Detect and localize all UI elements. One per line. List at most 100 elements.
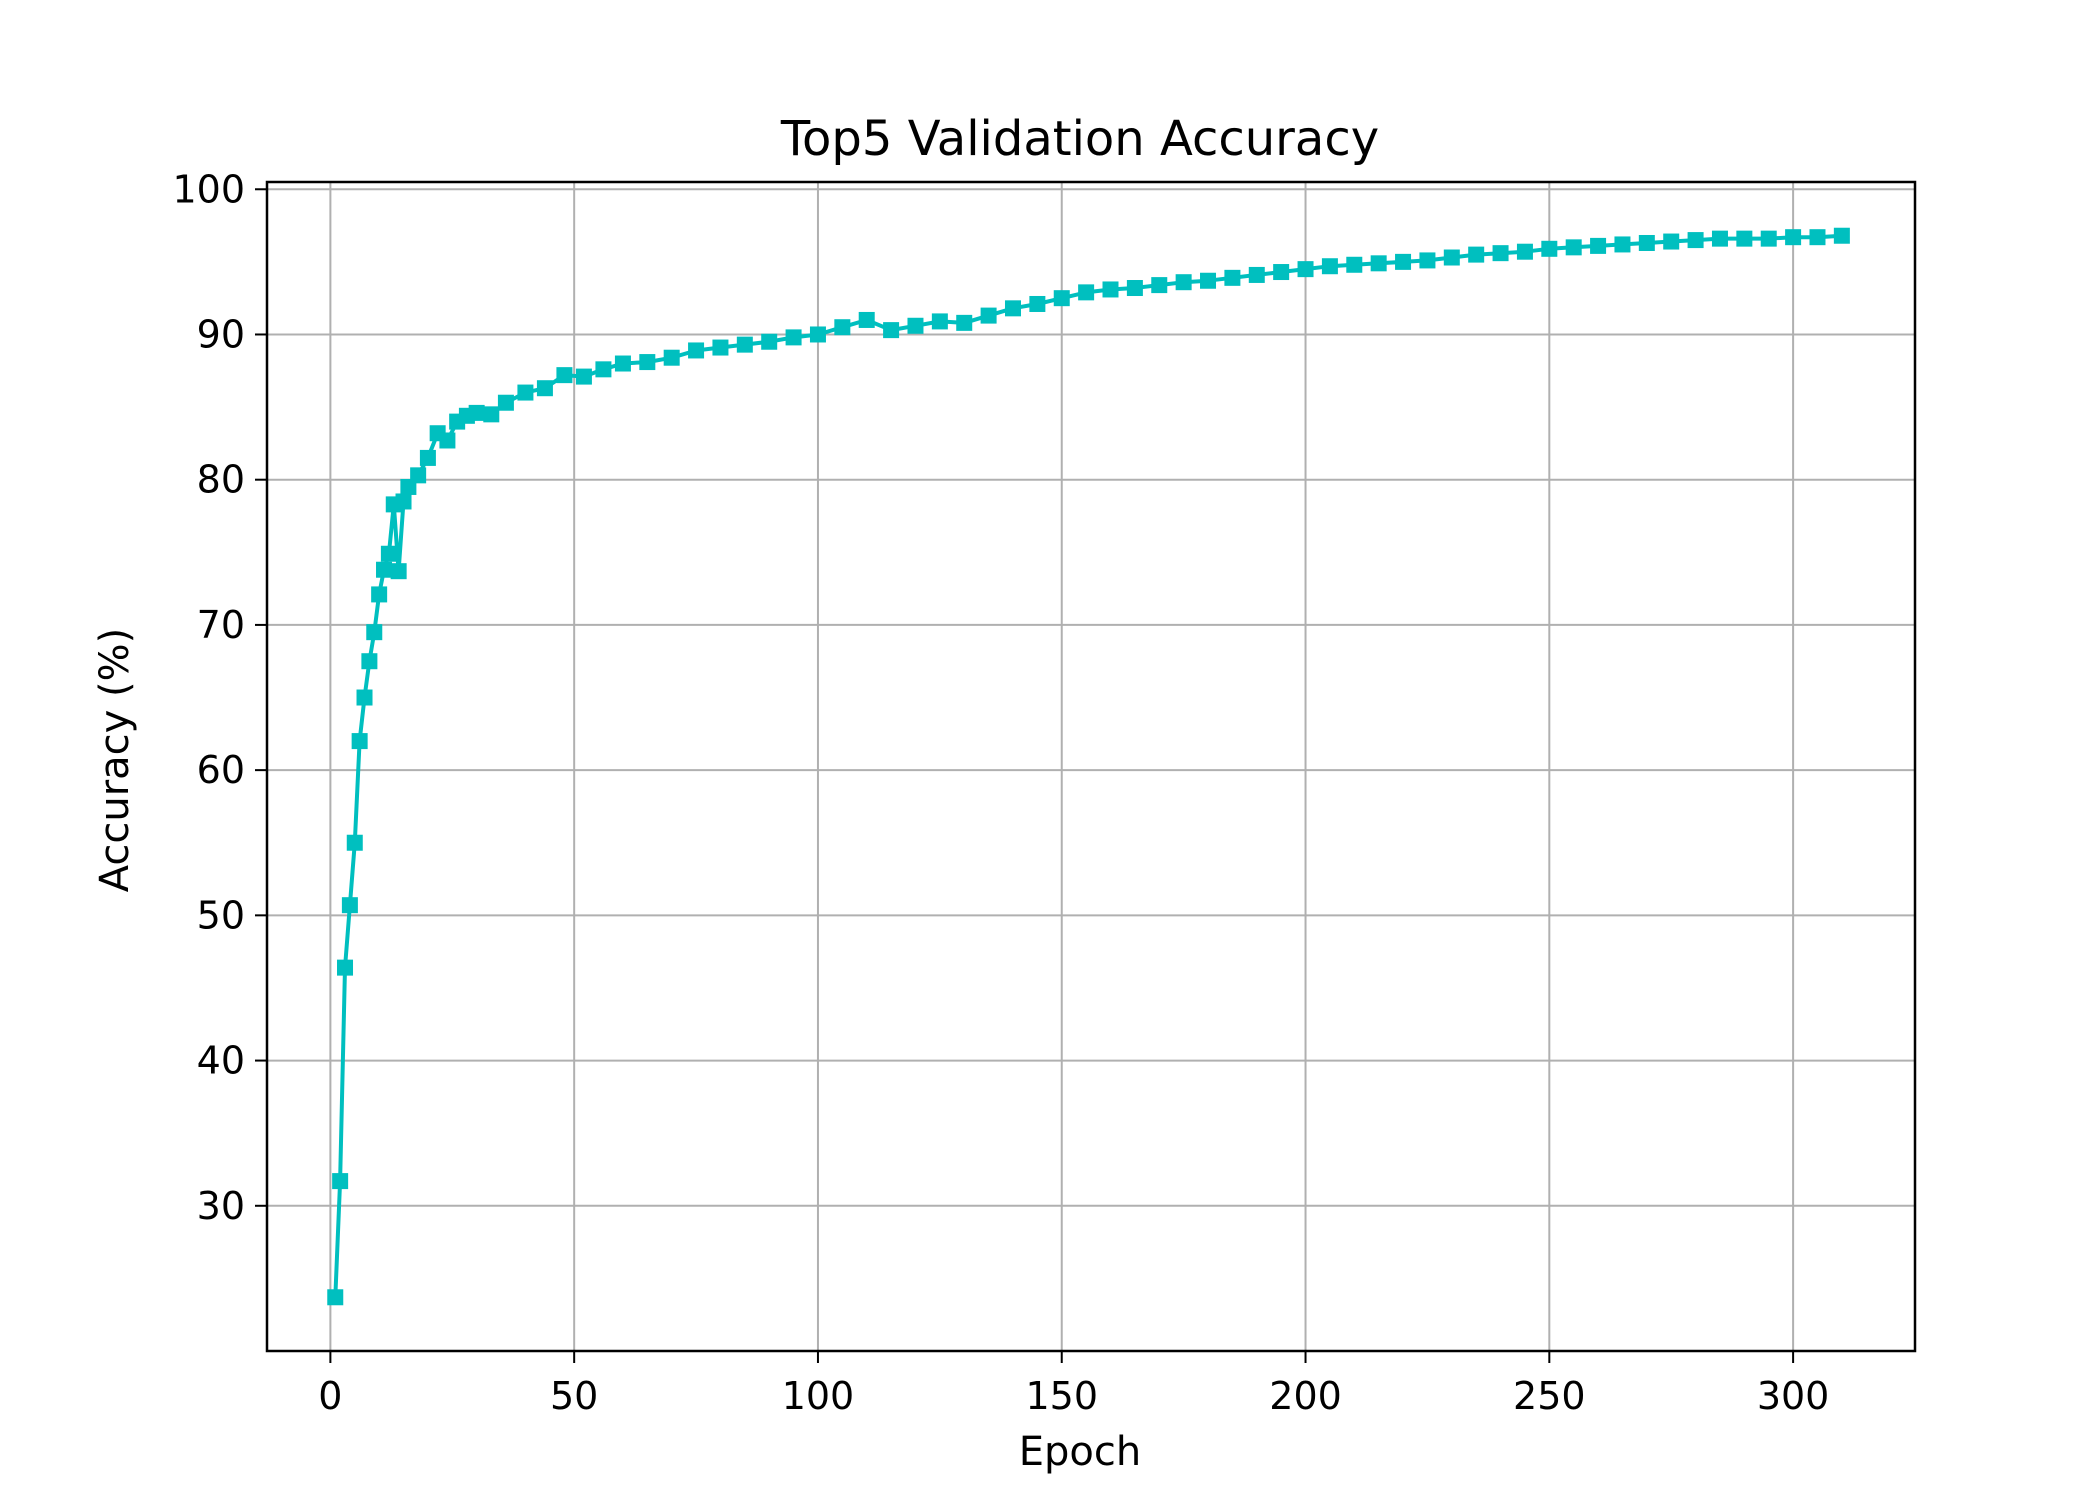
data-point	[1078, 284, 1095, 301]
data-point	[1395, 253, 1412, 270]
data-point	[1053, 290, 1070, 307]
chart-title: Top5 Validation Accuracy	[780, 111, 1379, 167]
data-point	[1760, 230, 1777, 247]
data-point	[1711, 230, 1728, 247]
data-point	[346, 834, 363, 851]
data-point	[761, 333, 778, 350]
y-tick-label: 40	[197, 1039, 245, 1083]
y-tick-label: 70	[197, 603, 245, 647]
data-point	[1370, 255, 1387, 272]
data-point	[380, 545, 397, 562]
data-point	[688, 342, 705, 359]
data-point	[536, 380, 553, 397]
data-point	[1248, 266, 1265, 283]
data-point	[1833, 227, 1850, 244]
data-point	[1443, 249, 1460, 266]
x-tick-label: 300	[1757, 1374, 1830, 1418]
data-point	[556, 367, 573, 384]
data-point	[1468, 246, 1485, 263]
data-point	[390, 563, 407, 580]
data-point	[575, 368, 592, 385]
data-point	[595, 361, 612, 378]
x-tick-label: 150	[1025, 1374, 1098, 1418]
data-point	[858, 311, 875, 328]
axis-ticks: 0 50 100 150 200 250 300 30 40 50 60 70 80 90 100	[172, 167, 1829, 1418]
y-tick-label: 50	[197, 893, 245, 937]
data-point	[356, 689, 373, 706]
data-point	[371, 586, 388, 603]
data-point	[1321, 258, 1338, 275]
data-point	[1151, 277, 1168, 294]
data-point	[1565, 239, 1582, 256]
data-point	[809, 326, 826, 343]
data-point	[1102, 281, 1119, 298]
data-point	[1175, 274, 1192, 291]
data-point	[639, 354, 656, 371]
data-point	[351, 733, 368, 750]
data-point	[1297, 261, 1314, 278]
data-point	[883, 322, 900, 339]
data-point	[1590, 237, 1607, 254]
data-point	[337, 959, 354, 976]
data-point	[1224, 269, 1241, 286]
data-point	[439, 432, 456, 449]
data-point	[1516, 243, 1533, 260]
data-point	[327, 1289, 344, 1306]
data-point	[419, 449, 436, 466]
data-point	[366, 624, 383, 641]
data-point	[517, 384, 534, 401]
data-point	[497, 394, 514, 411]
data-point	[614, 355, 631, 372]
x-tick-label: 200	[1269, 1374, 1342, 1418]
data-point	[785, 329, 802, 346]
data-point	[1638, 234, 1655, 251]
data-point	[1419, 252, 1436, 269]
data-point	[1126, 280, 1143, 297]
data-point	[956, 314, 973, 331]
plot-frame	[265, 180, 1917, 1353]
data-point	[332, 1173, 349, 1190]
y-tick-label: 100	[172, 167, 245, 211]
data-point	[1614, 236, 1631, 253]
data-point	[907, 317, 924, 334]
data-point	[1200, 272, 1217, 289]
data-series	[327, 227, 1850, 1306]
data-point	[834, 319, 851, 336]
data-point	[483, 406, 500, 423]
x-axis-label: Epoch	[1019, 1429, 1141, 1475]
grid	[267, 182, 1915, 1351]
data-point	[1492, 245, 1509, 262]
data-point	[980, 307, 997, 324]
x-tick-label: 100	[782, 1374, 855, 1418]
data-point	[1029, 295, 1046, 312]
data-point	[1687, 232, 1704, 249]
x-tick-label: 250	[1513, 1374, 1586, 1418]
data-point	[1663, 233, 1680, 250]
x-tick-label: 0	[318, 1374, 342, 1418]
data-point	[1346, 256, 1363, 273]
y-tick-label: 60	[197, 748, 245, 792]
data-point	[1541, 240, 1558, 257]
data-point	[376, 561, 393, 578]
data-point	[341, 897, 358, 914]
data-point	[1736, 230, 1753, 247]
data-point	[361, 653, 378, 670]
y-axis-label: Accuracy (%)	[92, 628, 138, 893]
data-point	[468, 404, 485, 421]
data-point	[1785, 229, 1802, 246]
y-tick-label: 90	[197, 312, 245, 356]
data-point	[712, 339, 729, 356]
y-tick-label: 80	[197, 458, 245, 502]
y-tick-label: 30	[197, 1184, 245, 1228]
data-point	[410, 467, 427, 484]
data-point	[1273, 264, 1290, 281]
data-point	[736, 336, 753, 353]
x-tick-label: 50	[550, 1374, 598, 1418]
data-point	[1809, 229, 1826, 246]
data-point	[663, 349, 680, 366]
data-point	[395, 493, 412, 510]
data-point	[1004, 300, 1021, 317]
series-line	[333, 233, 1843, 1298]
data-point	[931, 313, 948, 330]
